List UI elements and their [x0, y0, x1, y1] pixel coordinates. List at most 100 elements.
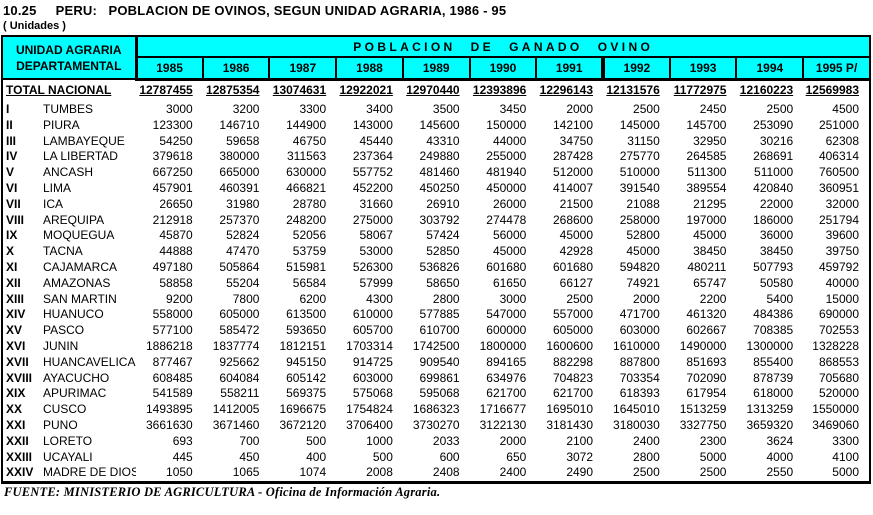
table-row: IV LA LIBERTAD 379618 380000 311563 237364 249…	[2, 149, 870, 165]
cell-value: 40000	[825, 275, 859, 290]
cell-value: 303792	[419, 212, 460, 227]
cell-value: 704823	[552, 370, 594, 385]
cell-value: 605000	[552, 323, 594, 338]
cell-value: 391540	[619, 180, 660, 195]
cell-value: 605000	[219, 307, 260, 322]
row-label: I TUMBES	[2, 102, 136, 118]
table-row: XI CAJAMARCA 497180 505864 515981 526300 53682…	[2, 260, 870, 276]
cell-value: 66127	[559, 275, 594, 290]
department-name: HUANCAVELICA	[43, 354, 136, 369]
cell-value: 617954	[686, 386, 727, 401]
cell-value: 481460	[419, 165, 460, 180]
cell-value: 1328228	[812, 338, 859, 353]
cell-value: 1493895	[146, 402, 193, 417]
cell-value: 45440	[359, 133, 393, 148]
cell-value: 47470	[226, 244, 260, 259]
total-value: 12875354	[206, 83, 260, 98]
row-numeral: XXIII	[6, 449, 33, 464]
year-header: 1991	[535, 56, 605, 81]
cell-value: 2000	[633, 291, 660, 306]
department-name: AMAZONAS	[43, 275, 111, 290]
group-header-row: UNIDAD AGRARIA DEPARTAMENTAL POBLACION D…	[1, 35, 871, 80]
cell-value: 31660	[359, 196, 393, 211]
row-numeral: V	[6, 165, 15, 180]
cell-value: 145000	[619, 117, 660, 132]
cell-value: 634976	[486, 370, 527, 385]
cell-value: 249880	[419, 149, 460, 164]
row-label: XVIII AYACUCHO	[2, 371, 136, 387]
table-body: TOTAL NACIONAL 12787455 12875354 13074631 12…	[2, 79, 870, 483]
department-name: PASCO	[43, 323, 85, 338]
cell-value: 255000	[486, 149, 527, 164]
cell-value: 3200	[232, 102, 260, 116]
cell-value: 601680	[486, 259, 527, 274]
cell-value: 925662	[219, 354, 260, 369]
cell-value: 3072	[566, 449, 594, 464]
cell-value: 3000	[166, 102, 193, 116]
row-numeral: VII	[6, 196, 21, 211]
row-numeral: II	[6, 117, 13, 132]
cell-value: 53000	[359, 244, 393, 259]
cell-value: 1000	[366, 433, 393, 448]
row-label: IV LA LIBERTAD	[2, 149, 136, 165]
department-name: PIURA	[43, 117, 80, 132]
cell-value: 39600	[825, 228, 859, 243]
cell-value: 3671460	[212, 417, 260, 432]
row-label: VI LIMA	[2, 181, 136, 197]
year-header: 1993	[668, 56, 738, 81]
row-numeral: X	[6, 244, 15, 259]
cell-value: 7800	[232, 291, 260, 306]
total-value: 11772975	[673, 83, 727, 98]
cell-value: 536826	[419, 259, 460, 274]
cell-value: 2500	[766, 102, 794, 116]
group-header: POBLACION DE GANADO OVINO	[135, 35, 871, 58]
cell-value: 452200	[352, 180, 393, 195]
cell-value: 2800	[432, 291, 460, 306]
row-label: XVI JUNIN	[2, 339, 136, 355]
cell-value: 855400	[753, 354, 794, 369]
cell-value: 2800	[633, 449, 660, 464]
cell-value: 311563	[287, 149, 327, 164]
row-numeral: IV	[6, 149, 18, 164]
row-label: XXIV MADRE DE DIOS	[2, 465, 136, 482]
total-value: 12393896	[472, 83, 527, 98]
cell-value: 618393	[619, 386, 660, 401]
row-label: XX CUSCO	[2, 402, 136, 418]
cell-value: 500	[372, 449, 393, 464]
cell-value: 380000	[219, 149, 260, 164]
cell-value: 618000	[753, 386, 794, 401]
cell-value: 186000	[753, 212, 794, 227]
cell-value: 630000	[286, 165, 327, 180]
cell-value: 5400	[766, 291, 794, 306]
cell-value: 52850	[426, 244, 460, 259]
cell-value: 52800	[626, 228, 660, 243]
row-numeral: XVIII	[6, 370, 33, 385]
cell-value: 3500	[432, 102, 460, 116]
cell-value: 604084	[219, 370, 260, 385]
row-label: XII AMAZONAS	[2, 276, 136, 292]
cell-value: 569375	[286, 386, 327, 401]
cell-value: 52824	[226, 228, 260, 243]
cell-value: 268691	[753, 149, 794, 164]
total-value: 12131576	[606, 83, 660, 98]
cell-value: 52056	[292, 228, 327, 243]
cell-value: 605700	[352, 323, 393, 338]
cell-value: 547000	[486, 307, 527, 322]
cell-value: 1412005	[212, 402, 260, 417]
cell-value: 143000	[352, 117, 393, 132]
cell-value: 274478	[486, 212, 527, 227]
cell-value: 197000	[686, 212, 727, 227]
cell-value: 123300	[152, 117, 193, 132]
table-row: XV PASCO 577100 585472 593650 605700 610700 600…	[2, 323, 870, 339]
row-numeral: XX	[6, 402, 23, 417]
cell-value: 2490	[566, 465, 594, 480]
source-footer: FUENTE: MINISTERIO DE AGRICULTURA - Ofic…	[4, 485, 441, 500]
department-name: TUMBES	[43, 102, 94, 116]
cell-value: 26650	[159, 196, 193, 211]
cell-value: 1065	[232, 465, 260, 480]
total-value: 13074631	[272, 83, 327, 98]
department-name: JUNIN	[43, 338, 79, 353]
cell-value: 15000	[825, 291, 859, 306]
cell-value: 56584	[292, 275, 327, 290]
cell-value: 466821	[286, 180, 327, 195]
